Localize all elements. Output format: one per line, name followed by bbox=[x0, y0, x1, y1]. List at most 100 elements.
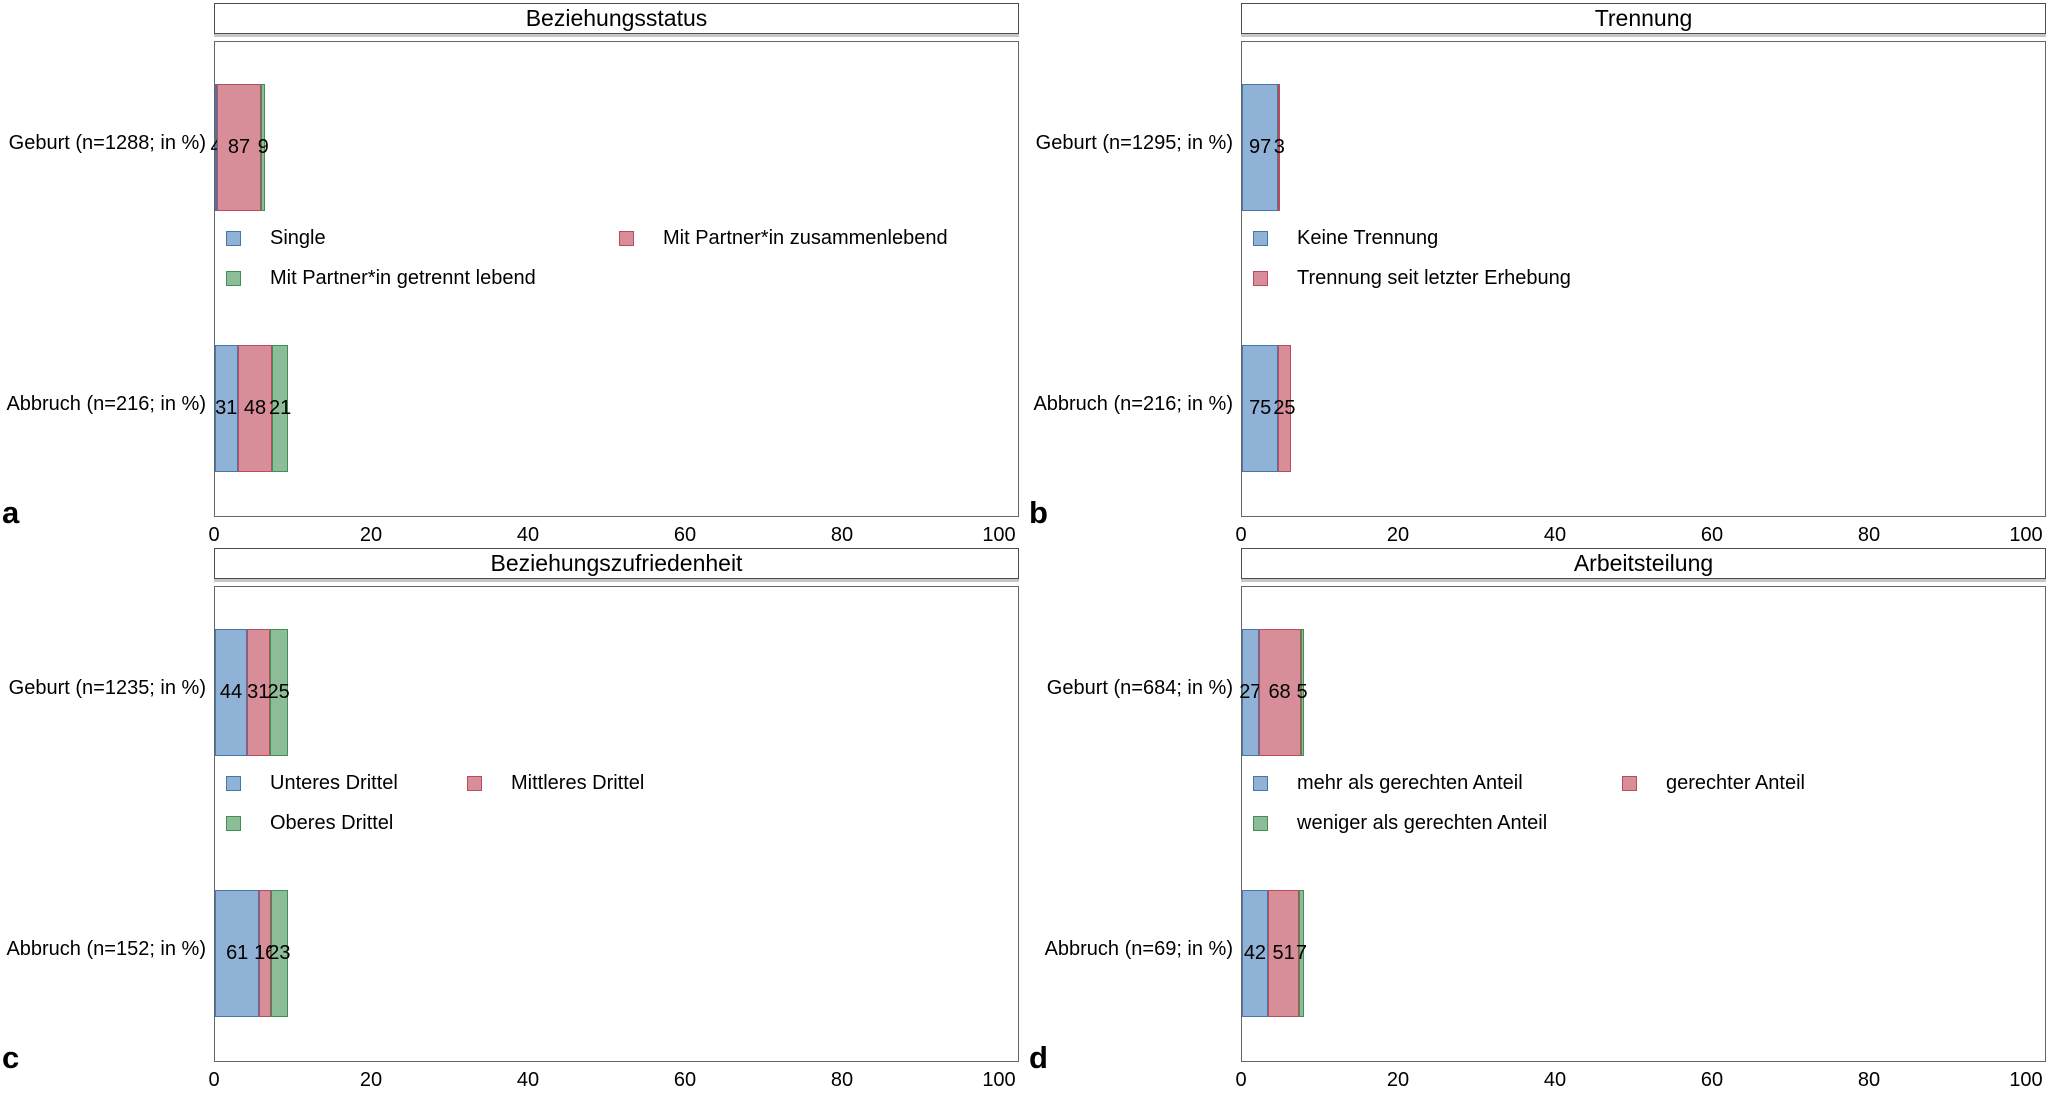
category-label-geburt: Geburt (n=684; in %) bbox=[1046, 677, 1233, 699]
legend-swatch-red bbox=[467, 775, 482, 791]
legend-swatch-green bbox=[226, 815, 241, 831]
x-tick: 80 bbox=[1857, 1069, 1881, 1091]
panel-b-title: Trennung bbox=[1241, 3, 2046, 34]
panel-c-plot-area: 44 31 25 61 16 23 Unteres Drittel bbox=[214, 586, 1019, 1062]
x-tick: 100 bbox=[2009, 1069, 2043, 1091]
legend-label: weniger als gerechten Anteil bbox=[1297, 811, 1548, 834]
legend-item: Trennung seit letzter Erhebung bbox=[1253, 266, 1571, 290]
panel-d-legend: mehr als gerechten Anteil weniger als ge… bbox=[1253, 771, 2045, 851]
legend-label: Oberes Drittel bbox=[270, 811, 394, 834]
bar-segment: 68 bbox=[1258, 629, 1301, 756]
panel-b-legend: Keine Trennung Trennung seit letzter Erh… bbox=[1253, 226, 2045, 306]
category-label-geburt: Geburt (n=1235; in %) bbox=[8, 677, 206, 699]
bar-abbruch: 61 16 23 bbox=[215, 890, 290, 1017]
legend-label: Keine Trennung bbox=[1297, 226, 1439, 249]
legend-swatch-blue bbox=[226, 775, 241, 791]
x-tick: 0 bbox=[208, 524, 220, 546]
legend-item: mehr als gerechten Anteil bbox=[1253, 771, 1547, 795]
bar-segment: 4 bbox=[210, 84, 222, 211]
bar-geburt: 27 68 5 bbox=[1239, 629, 1308, 756]
panel-a-legend: Single Mit Partner*in getrennt lebend Mi… bbox=[226, 226, 1018, 306]
panel-d-title: Arbeitsteilung bbox=[1241, 548, 2046, 579]
panel-arbeitsteilung: Geburt (n=684; in %) Abbruch (n=69; in %… bbox=[1027, 545, 2054, 1094]
bar-segment: 31 bbox=[215, 345, 238, 472]
x-tick: 20 bbox=[359, 1069, 383, 1091]
panel-beziehungszufriedenheit: Geburt (n=1235; in %) Abbruch (n=152; in… bbox=[0, 545, 1027, 1094]
category-label-abbruch: Abbruch (n=216; in %) bbox=[1033, 393, 1233, 415]
x-tick: 100 bbox=[982, 524, 1016, 546]
legend-swatch-blue bbox=[226, 230, 241, 246]
legend-label: Unteres Drittel bbox=[270, 771, 398, 794]
bar-segment: 87 bbox=[217, 84, 261, 211]
legend-item: weniger als gerechten Anteil bbox=[1253, 811, 1547, 835]
bar-segment: 21 bbox=[269, 345, 291, 472]
category-label-geburt: Geburt (n=1288; in %) bbox=[8, 132, 206, 154]
legend-item: Single bbox=[226, 226, 536, 250]
legend-item: Oberes Drittel bbox=[226, 811, 398, 835]
x-tick: 20 bbox=[1386, 1069, 1410, 1091]
bar-segment: 3 bbox=[1274, 84, 1285, 211]
category-label-abbruch: Abbruch (n=152; in %) bbox=[6, 938, 206, 960]
x-tick: 40 bbox=[516, 1069, 540, 1091]
bar-segment: 44 bbox=[215, 629, 247, 756]
panel-b-category-labels: Geburt (n=1295; in %) Abbruch (n=216; in… bbox=[1027, 0, 1241, 545]
bar-segment: 42 bbox=[1242, 890, 1268, 1017]
bar-segment: 31 bbox=[247, 629, 270, 756]
panel-letter-b: b bbox=[1029, 495, 1048, 530]
bar-geburt: 44 31 25 bbox=[215, 629, 290, 756]
x-tick: 80 bbox=[830, 1069, 854, 1091]
panel-letter-c: c bbox=[2, 1040, 20, 1075]
bar-geburt: 4 87 9 bbox=[210, 84, 269, 211]
x-tick: 40 bbox=[1543, 1069, 1567, 1091]
x-tick: 40 bbox=[1543, 524, 1567, 546]
bar-segment: 97 bbox=[1242, 84, 1279, 211]
bar-segment: 16 bbox=[254, 890, 276, 1017]
bar-segment: 9 bbox=[258, 84, 269, 211]
panel-letter-d: d bbox=[1029, 1040, 1048, 1075]
panel-b-plot: Trennung 97 3 75 25 Keine Trennung bbox=[1235, 0, 2046, 546]
legend-item: Mittleres Drittel bbox=[467, 771, 644, 795]
legend-item: Mit Partner*in getrennt lebend bbox=[226, 266, 536, 290]
panel-letter-a: a bbox=[2, 495, 20, 530]
bar-segment: 27 bbox=[1239, 629, 1261, 756]
panel-b-x-axis: 0 20 40 60 80 100 bbox=[1235, 521, 2046, 551]
x-tick: 80 bbox=[830, 524, 854, 546]
x-tick: 20 bbox=[359, 524, 383, 546]
x-tick: 0 bbox=[208, 1069, 220, 1091]
panel-a-category-labels: Geburt (n=1288; in %) Abbruch (n=216; in… bbox=[0, 0, 214, 545]
panel-trennung: Geburt (n=1295; in %) Abbruch (n=216; in… bbox=[1027, 0, 2054, 546]
legend-swatch-green bbox=[1253, 815, 1268, 831]
x-tick: 0 bbox=[1235, 1069, 1247, 1091]
bar-segment: 23 bbox=[268, 890, 290, 1017]
panel-d-x-axis: 0 20 40 60 80 100 bbox=[1235, 1066, 2046, 1096]
panel-a-title: Beziehungsstatus bbox=[214, 3, 1019, 34]
bar-geburt: 97 3 bbox=[1242, 84, 1285, 211]
bar-abbruch: 31 48 21 bbox=[215, 345, 291, 472]
legend-swatch-blue bbox=[1253, 775, 1268, 791]
legend-swatch-blue bbox=[1253, 230, 1268, 246]
legend-item: Mit Partner*in zusammenlebend bbox=[619, 226, 948, 250]
panel-c-category-labels: Geburt (n=1235; in %) Abbruch (n=152; in… bbox=[0, 545, 214, 1094]
legend-label: Mittleres Drittel bbox=[511, 771, 645, 794]
bar-segment: 61 bbox=[215, 890, 260, 1017]
panel-beziehungsstatus: Geburt (n=1288; in %) Abbruch (n=216; in… bbox=[0, 0, 1027, 546]
legend-label: mehr als gerechten Anteil bbox=[1297, 771, 1523, 794]
category-label-geburt: Geburt (n=1295; in %) bbox=[1035, 132, 1233, 154]
legend-label: Single bbox=[270, 226, 326, 249]
x-tick: 60 bbox=[673, 1069, 697, 1091]
bar-segment: 7 bbox=[1296, 890, 1307, 1017]
panel-a-plot: Beziehungsstatus 4 87 9 31 48 21 bbox=[208, 0, 1019, 546]
panel-d-plot: Arbeitsteilung 27 68 5 42 51 7 me bbox=[1235, 545, 2046, 1096]
bar-segment: 25 bbox=[268, 629, 290, 756]
legend-swatch-red bbox=[1622, 775, 1637, 791]
panel-c-legend: Unteres Drittel Oberes Drittel Mittleres… bbox=[226, 771, 1018, 851]
panel-a-plot-area: 4 87 9 31 48 21 Single bbox=[210, 41, 1019, 517]
legend-item: Unteres Drittel bbox=[226, 771, 398, 795]
legend-label: Mit Partner*in zusammenlebend bbox=[663, 226, 948, 249]
x-tick: 60 bbox=[1700, 524, 1724, 546]
category-label-abbruch: Abbruch (n=216; in %) bbox=[6, 393, 206, 415]
bar-segment: 75 bbox=[1242, 345, 1279, 472]
x-tick: 60 bbox=[673, 524, 697, 546]
panel-b-plot-area: 97 3 75 25 Keine Trennung Trennung se bbox=[1241, 41, 2046, 517]
category-label-abbruch: Abbruch (n=69; in %) bbox=[1044, 938, 1233, 960]
